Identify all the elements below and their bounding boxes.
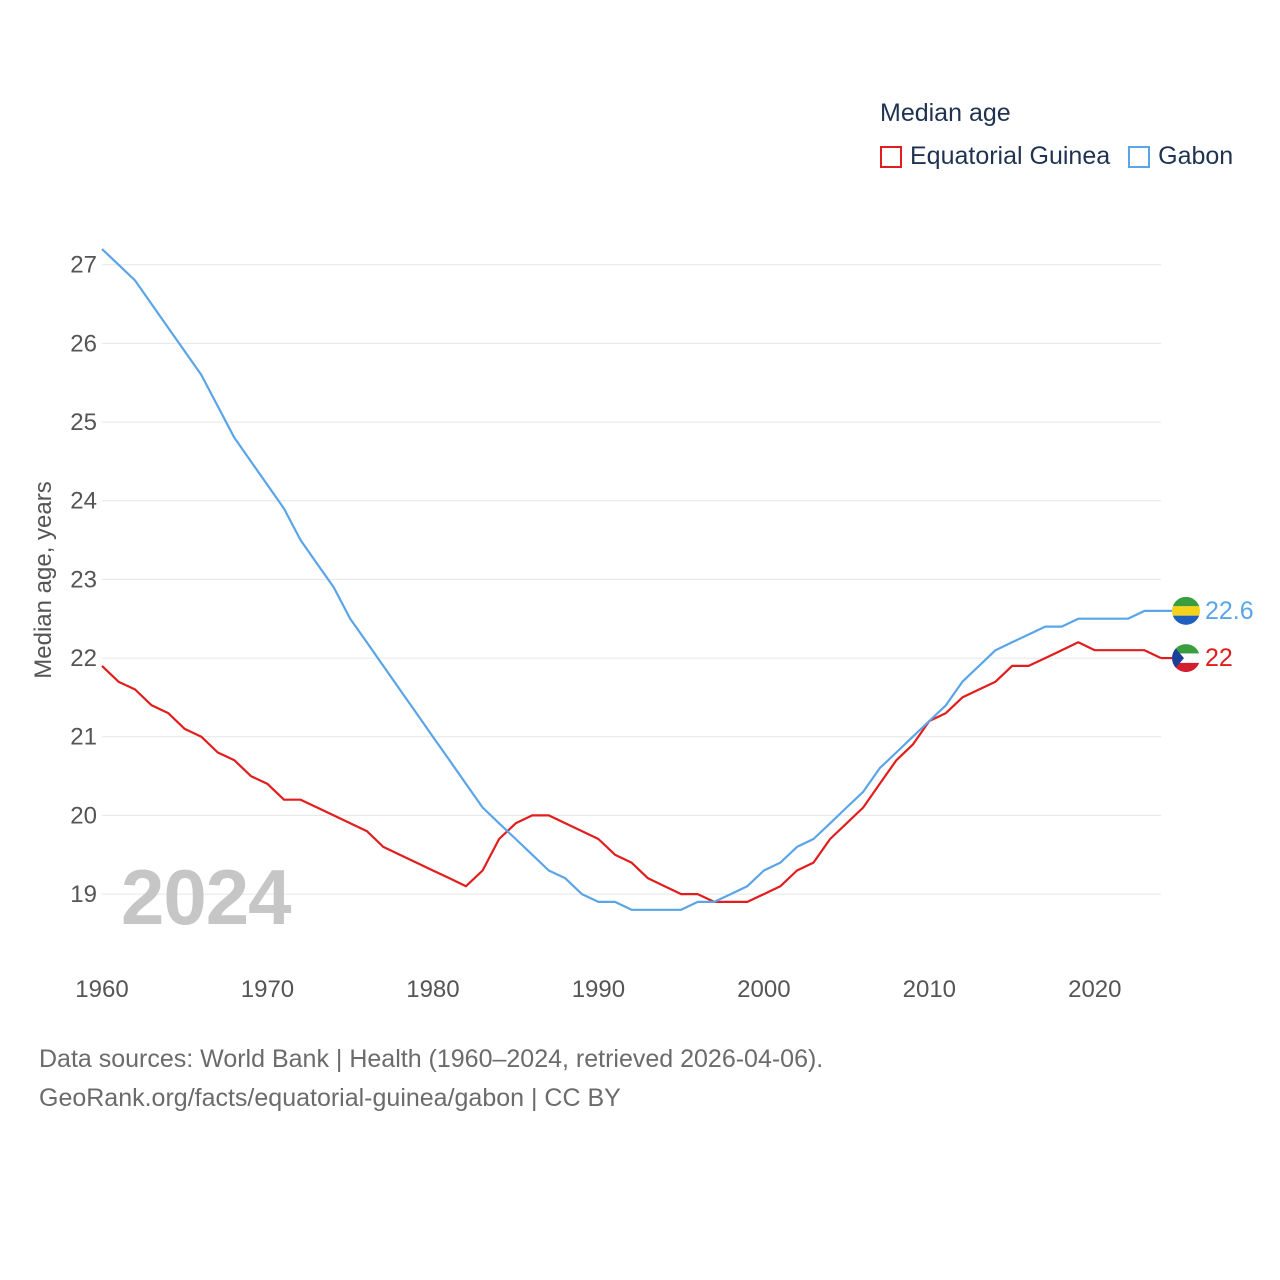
series-lines [101,248,1162,911]
x-tick-label-2000: 2000 [737,976,790,1003]
y-axis-title: Median age, years [30,481,57,678]
x-tick-label-1970: 1970 [241,976,294,1003]
y-tick-label-20: 20 [70,802,97,829]
legend-item-equatorial-guinea[interactable]: Equatorial Guinea [880,142,1110,171]
legend-item-gabon[interactable]: Gabon [1128,142,1233,171]
footer-link[interactable]: GeoRank.org/facts/equatorial-guinea/gabo… [39,1084,621,1112]
y-tick-label-19: 19 [70,881,97,908]
series-line-equatorial-guinea [101,641,1162,904]
y-axis-ticks: 19 20 21 22 23 24 25 26 27 [70,252,97,908]
y-tick-label-21: 21 [70,724,97,751]
legend-label-equatorial-guinea: Equatorial Guinea [910,142,1111,170]
y-tick-label-25: 25 [70,409,97,436]
y-tick-label-27: 27 [70,252,97,279]
y-tick-label-23: 23 [70,566,97,593]
legend-swatch-gabon [1128,145,1151,168]
current-year-label: 2024 [121,853,292,941]
y-tick-label-22: 22 [70,645,97,672]
legend-label-gabon: Gabon [1158,142,1234,170]
end-value-label-gabon: 22.6 [1205,597,1254,625]
flag-icon-equatorial-guinea [1172,644,1200,673]
legend-swatch-equatorial-guinea [880,145,902,168]
x-tick-label-1960: 1960 [75,976,128,1003]
flag-icon-gabon [1172,596,1200,625]
x-tick-label-1990: 1990 [572,976,625,1003]
end-markers: 22 22.6 [1161,596,1254,673]
legend-title: Median age [880,99,1011,127]
x-tick-label-2010: 2010 [903,976,956,1003]
footer-sources: Data sources: World Bank | Health (1960–… [39,1045,824,1073]
legend: Equatorial Guinea Gabon [880,142,1251,171]
x-tick-label-1980: 1980 [406,976,459,1003]
x-tick-label-2020: 2020 [1068,976,1121,1003]
end-value-label-equatorial-guinea: 22 [1205,644,1233,672]
y-tick-label-26: 26 [70,330,97,357]
x-axis-ticks: 1960 1970 1980 1990 2000 2010 2020 [75,976,1121,1003]
series-line-gabon [101,248,1161,911]
gridlines [102,264,1161,895]
y-tick-label-24: 24 [70,488,97,515]
